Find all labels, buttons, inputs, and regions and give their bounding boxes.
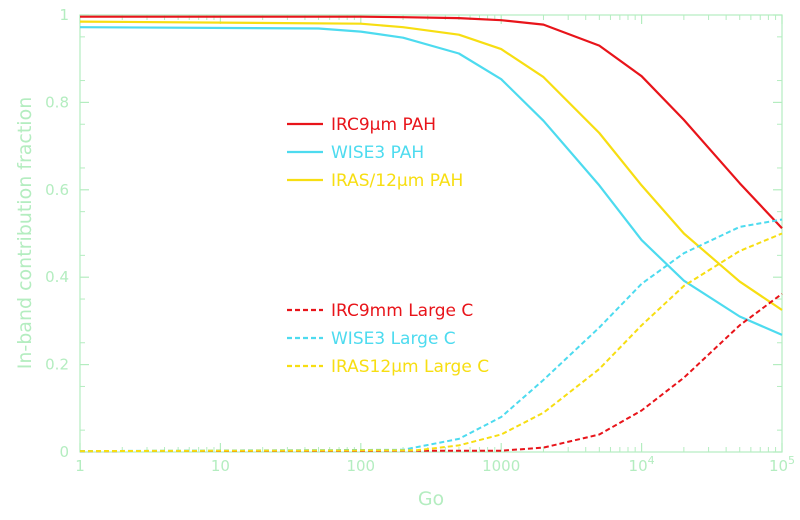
y-axis-ticks: 0 0.2 0.4 0.6 0.8 1 [45, 6, 782, 461]
legend-label: WISE3 PAH [331, 143, 424, 163]
legend-label: IRAS12µm Large C [331, 357, 489, 377]
x-tick-label: 100 [346, 457, 375, 475]
legend-label: IRAS/12µm PAH [331, 171, 463, 191]
x-tick-label: 1000 [482, 457, 520, 475]
y-tick-label: 0.8 [45, 93, 69, 111]
series-line-5 [79, 218, 783, 453]
y-tick-label: 0.2 [45, 356, 69, 374]
x-tick-exponent: 4 [648, 454, 655, 467]
legend-label: IRC9µm PAH [331, 115, 436, 135]
series-line-3 [79, 20, 783, 311]
x-tick-label: 105 [769, 454, 795, 475]
plot-frame [79, 14, 783, 453]
x-axis-title: Go [418, 488, 444, 510]
series-line-2 [79, 26, 783, 336]
y-tick-label: 1 [59, 6, 69, 24]
x-tick-label: 10 [211, 457, 230, 475]
series-line-4 [79, 292, 783, 453]
x-tick-label: 1 [75, 457, 85, 475]
x-tick-exponent: 5 [788, 454, 795, 467]
y-tick-label: 0 [59, 443, 69, 461]
y-axis-title: In-band contribution fraction [14, 97, 36, 370]
series-line-6 [79, 232, 783, 453]
legend: IRC9µm PAH WISE3 PAH IRAS/12µm PAH IRC9mm L… [287, 115, 489, 377]
y-tick-label: 0.4 [45, 268, 69, 286]
y-tick-label: 0.6 [45, 181, 69, 199]
plot-area-border [79, 14, 783, 453]
legend-label: WISE3 Large C [331, 329, 456, 349]
series-line-1 [80, 15, 783, 230]
series-lines [79, 15, 783, 453]
x-axis-ticks: 1 10 100 1000 104 105 [75, 15, 795, 475]
x-tick-label: 104 [629, 454, 655, 475]
legend-label: IRC9mm Large C [331, 301, 473, 321]
